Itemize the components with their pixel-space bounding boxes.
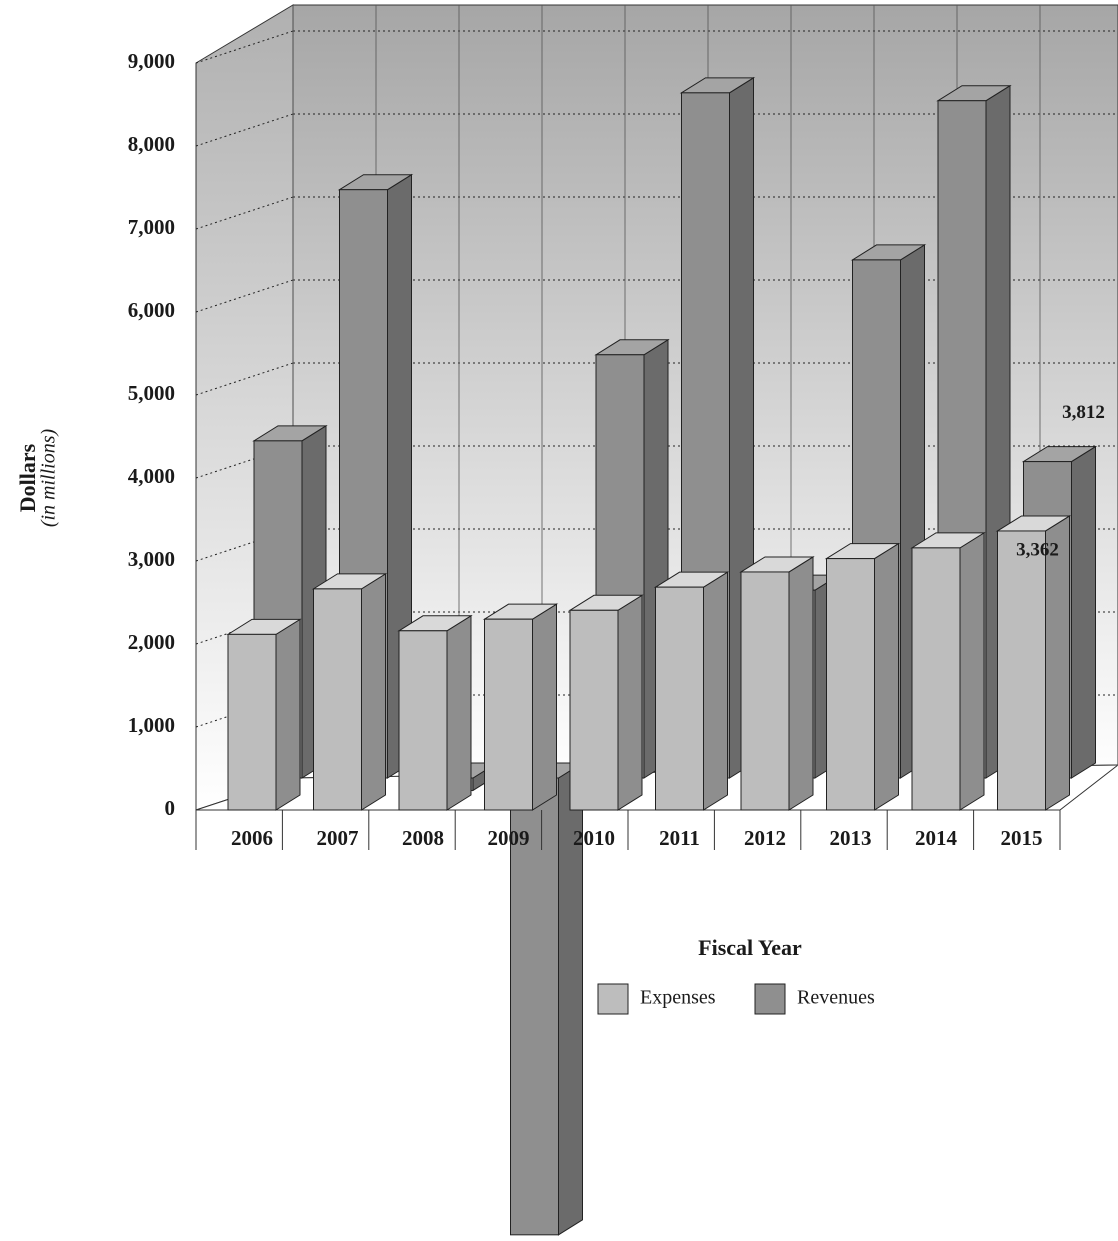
- labels: 0 1,000 2,000 3,000 4,000 5,000 6,000 7,000 8,00…: [128, 49, 1105, 1015]
- legend-label: Expenses: [640, 987, 716, 1009]
- x-axis-title: Fiscal Year: [698, 935, 802, 960]
- expense-bar: [398, 630, 448, 811]
- expense-bar: [740, 571, 790, 811]
- expense-bar: [911, 547, 961, 811]
- revenue-bar: [510, 777, 559, 1236]
- x-tick-label: 2011: [659, 826, 700, 850]
- expense-bar: [569, 609, 619, 811]
- expense-bar: [226, 618, 302, 811]
- revenue-bar-side: [1071, 445, 1096, 779]
- x-tick-label: 2010: [573, 826, 615, 850]
- y-tick-label: 4,000: [128, 464, 175, 488]
- x-tick-label: 2008: [402, 826, 444, 850]
- expense-bar-side: [617, 594, 643, 811]
- expense-bar: [653, 571, 730, 811]
- x-tick-label: 2013: [830, 826, 872, 850]
- grid-line: [195, 113, 294, 147]
- grid-line: [195, 30, 294, 64]
- y-tick-label: 3,000: [128, 547, 175, 571]
- legend-swatch: [597, 983, 629, 1015]
- expense-bar-side: [532, 603, 557, 811]
- expense-bar: [482, 603, 559, 811]
- y-axis-title: Dollars: [15, 443, 40, 512]
- x-tick-label: 2014: [915, 826, 958, 850]
- expense-bar: [397, 614, 473, 811]
- y-tick-label: 1,000: [128, 713, 175, 737]
- bars: [226, 76, 1098, 1236]
- grid-line: [195, 362, 294, 396]
- y-tick-label: 0: [165, 796, 176, 820]
- expense-bar: [227, 633, 277, 811]
- y-tick-label: 7,000: [128, 215, 175, 239]
- expense-bar-side: [361, 572, 386, 811]
- y-tick-label: 8,000: [128, 132, 175, 156]
- expense-bar: [313, 588, 362, 811]
- y-tick-label: 5,000: [128, 381, 175, 405]
- y-tick-label: 6,000: [128, 298, 175, 322]
- x-tick-label: 2009: [488, 826, 530, 850]
- expense-bar-side: [446, 614, 472, 811]
- data-label: 3,812: [1062, 402, 1105, 423]
- expense-bar: [826, 558, 875, 811]
- y-tick-label: 9,000: [128, 49, 175, 73]
- x-tick-label: 2015: [1001, 826, 1043, 850]
- expense-bar-side: [874, 542, 899, 811]
- expense-bar: [997, 530, 1046, 811]
- expense-bar-side: [788, 556, 814, 811]
- expense-bar: [824, 542, 901, 811]
- expense-bar: [484, 618, 533, 811]
- x-tick-label: 2012: [744, 826, 786, 850]
- expense-bar-side: [959, 531, 985, 811]
- legend-swatch: [754, 983, 786, 1015]
- expense-bar: [995, 515, 1072, 811]
- expense-bar: [311, 572, 388, 811]
- expense-bar: [655, 586, 704, 811]
- y-tick-label: 2,000: [128, 630, 175, 654]
- expense-bar-side: [703, 571, 728, 811]
- expense-bar: [739, 556, 815, 811]
- legend-label: Revenues: [797, 987, 875, 1009]
- revenue-bar: [508, 762, 585, 1236]
- expense-bar: [568, 594, 644, 811]
- y-axis-subtitle: (in millions): [38, 429, 60, 528]
- data-label: 3,362: [1016, 539, 1059, 560]
- grid-line: [195, 196, 294, 230]
- expense-bar: [910, 531, 986, 811]
- expense-bar-side: [275, 618, 301, 811]
- x-tick-label: 2006: [231, 826, 273, 850]
- grid-line: [195, 279, 294, 313]
- x-tick-label: 2007: [317, 826, 359, 850]
